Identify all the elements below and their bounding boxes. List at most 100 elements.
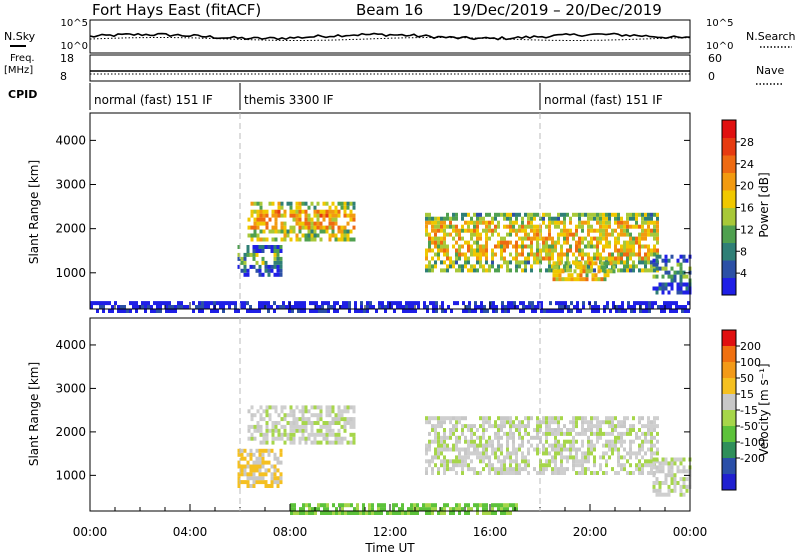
heatmap-cell (503, 459, 506, 464)
heatmap-cell (533, 447, 536, 452)
heatmap-cell (679, 274, 683, 279)
heatmap-cell (428, 264, 431, 269)
heatmap-cell (599, 232, 602, 237)
heatmap-cell (584, 212, 587, 217)
heatmap-cell (482, 435, 485, 440)
heatmap-cell (597, 305, 600, 309)
heatmap-cell (590, 228, 593, 233)
heatmap-cell (240, 456, 244, 461)
heatmap-cell (566, 256, 569, 261)
heatmap-cell (654, 301, 657, 306)
heatmap-cell (431, 471, 434, 475)
heatmap-cell (647, 431, 650, 436)
heatmap-cell (368, 511, 371, 515)
heatmap-cell (261, 472, 265, 477)
heatmap-cell (567, 273, 571, 278)
heatmap-cell (297, 305, 300, 309)
heatmap-cell (316, 217, 320, 222)
heatmap-cell (530, 264, 533, 269)
heatmap-cell (684, 309, 687, 313)
heatmap-cell (515, 459, 518, 464)
heatmap-cell (340, 229, 344, 234)
heatmap-cell (597, 309, 600, 313)
heatmap-cell (482, 264, 485, 269)
heatmap-cell (352, 409, 356, 414)
heatmap-cell (518, 244, 521, 249)
heatmap-cell (512, 503, 515, 508)
heatmap-cell (596, 424, 599, 429)
heatmap-cell (334, 436, 338, 441)
heatmap-cell (452, 236, 455, 241)
heatmap-cell (629, 256, 632, 261)
heatmap-cell (626, 416, 629, 421)
heatmap-cell (658, 469, 662, 474)
heatmap-cell (596, 212, 599, 217)
heatmap-cell (240, 260, 244, 265)
heatmap-cell (321, 301, 324, 306)
heatmap-cell (265, 436, 269, 441)
heatmap-cell (440, 268, 443, 273)
heatmap-cell (476, 511, 479, 515)
heatmap-cell (587, 212, 590, 217)
heatmap-cell (165, 301, 168, 306)
heatmap-cell (488, 463, 491, 468)
heatmap-cell (594, 273, 598, 278)
heatmap-cell (542, 216, 545, 221)
heatmap-cell (512, 256, 515, 261)
heatmap-cell (515, 424, 518, 429)
heatmap-cell (497, 455, 500, 460)
heatmap-cell (443, 268, 446, 273)
heatmap-cell (650, 232, 653, 237)
heatmap-cell (108, 309, 111, 313)
heatmap-cell (286, 201, 290, 206)
noise-panel (89, 19, 691, 54)
heatmap-cell (599, 424, 602, 429)
heatmap-cell (652, 461, 656, 466)
heatmap-cell (575, 471, 578, 475)
heatmap-cell (501, 301, 504, 306)
heatmap-cell (247, 428, 251, 433)
heatmap-cell (295, 424, 299, 429)
heatmap-cell (623, 240, 626, 245)
heatmap-cell (183, 305, 186, 309)
heatmap-cell (652, 481, 656, 485)
heatmap-cell (569, 268, 572, 273)
heatmap-cell (658, 488, 662, 493)
heatmap-cell (593, 471, 596, 475)
heatmap-cell (292, 209, 296, 214)
heatmap-cell (608, 443, 611, 448)
heatmap-cell (337, 421, 341, 425)
heatmap-cell (521, 236, 524, 241)
heatmap-cell (560, 471, 563, 475)
heatmap-cell (313, 209, 317, 214)
heatmap-cell (572, 467, 575, 472)
heatmap-cell (301, 225, 305, 230)
heatmap-cell (660, 309, 663, 313)
heatmap-cell (341, 503, 344, 508)
heatmap-cell (308, 507, 311, 512)
heatmap-cell (667, 469, 671, 474)
heatmap-cell (249, 456, 253, 461)
heatmap-cell (548, 416, 551, 421)
heatmap-cell (243, 464, 247, 469)
heatmap-cell (274, 428, 278, 433)
heatmap-cell (618, 309, 621, 313)
heatmap-cell (664, 266, 668, 271)
heatmap-cell (485, 232, 488, 237)
heatmap-cell (262, 417, 266, 422)
heatmap-cell (292, 225, 296, 230)
heatmap-cell (650, 451, 653, 456)
heatmap-cell (650, 420, 653, 425)
heatmap-cell (277, 413, 281, 418)
heatmap-cell (518, 260, 521, 265)
heatmap-cell (492, 305, 495, 309)
heatmap-cell (479, 216, 482, 221)
heatmap-cell (623, 244, 626, 249)
heatmap-cell (308, 511, 311, 515)
heatmap-cell (670, 461, 674, 466)
heatmap-cell (500, 416, 503, 421)
heatmap-cell (664, 262, 668, 267)
heatmap-cell (476, 216, 479, 221)
heatmap-cell (658, 266, 662, 271)
heatmap-cell (332, 503, 335, 508)
